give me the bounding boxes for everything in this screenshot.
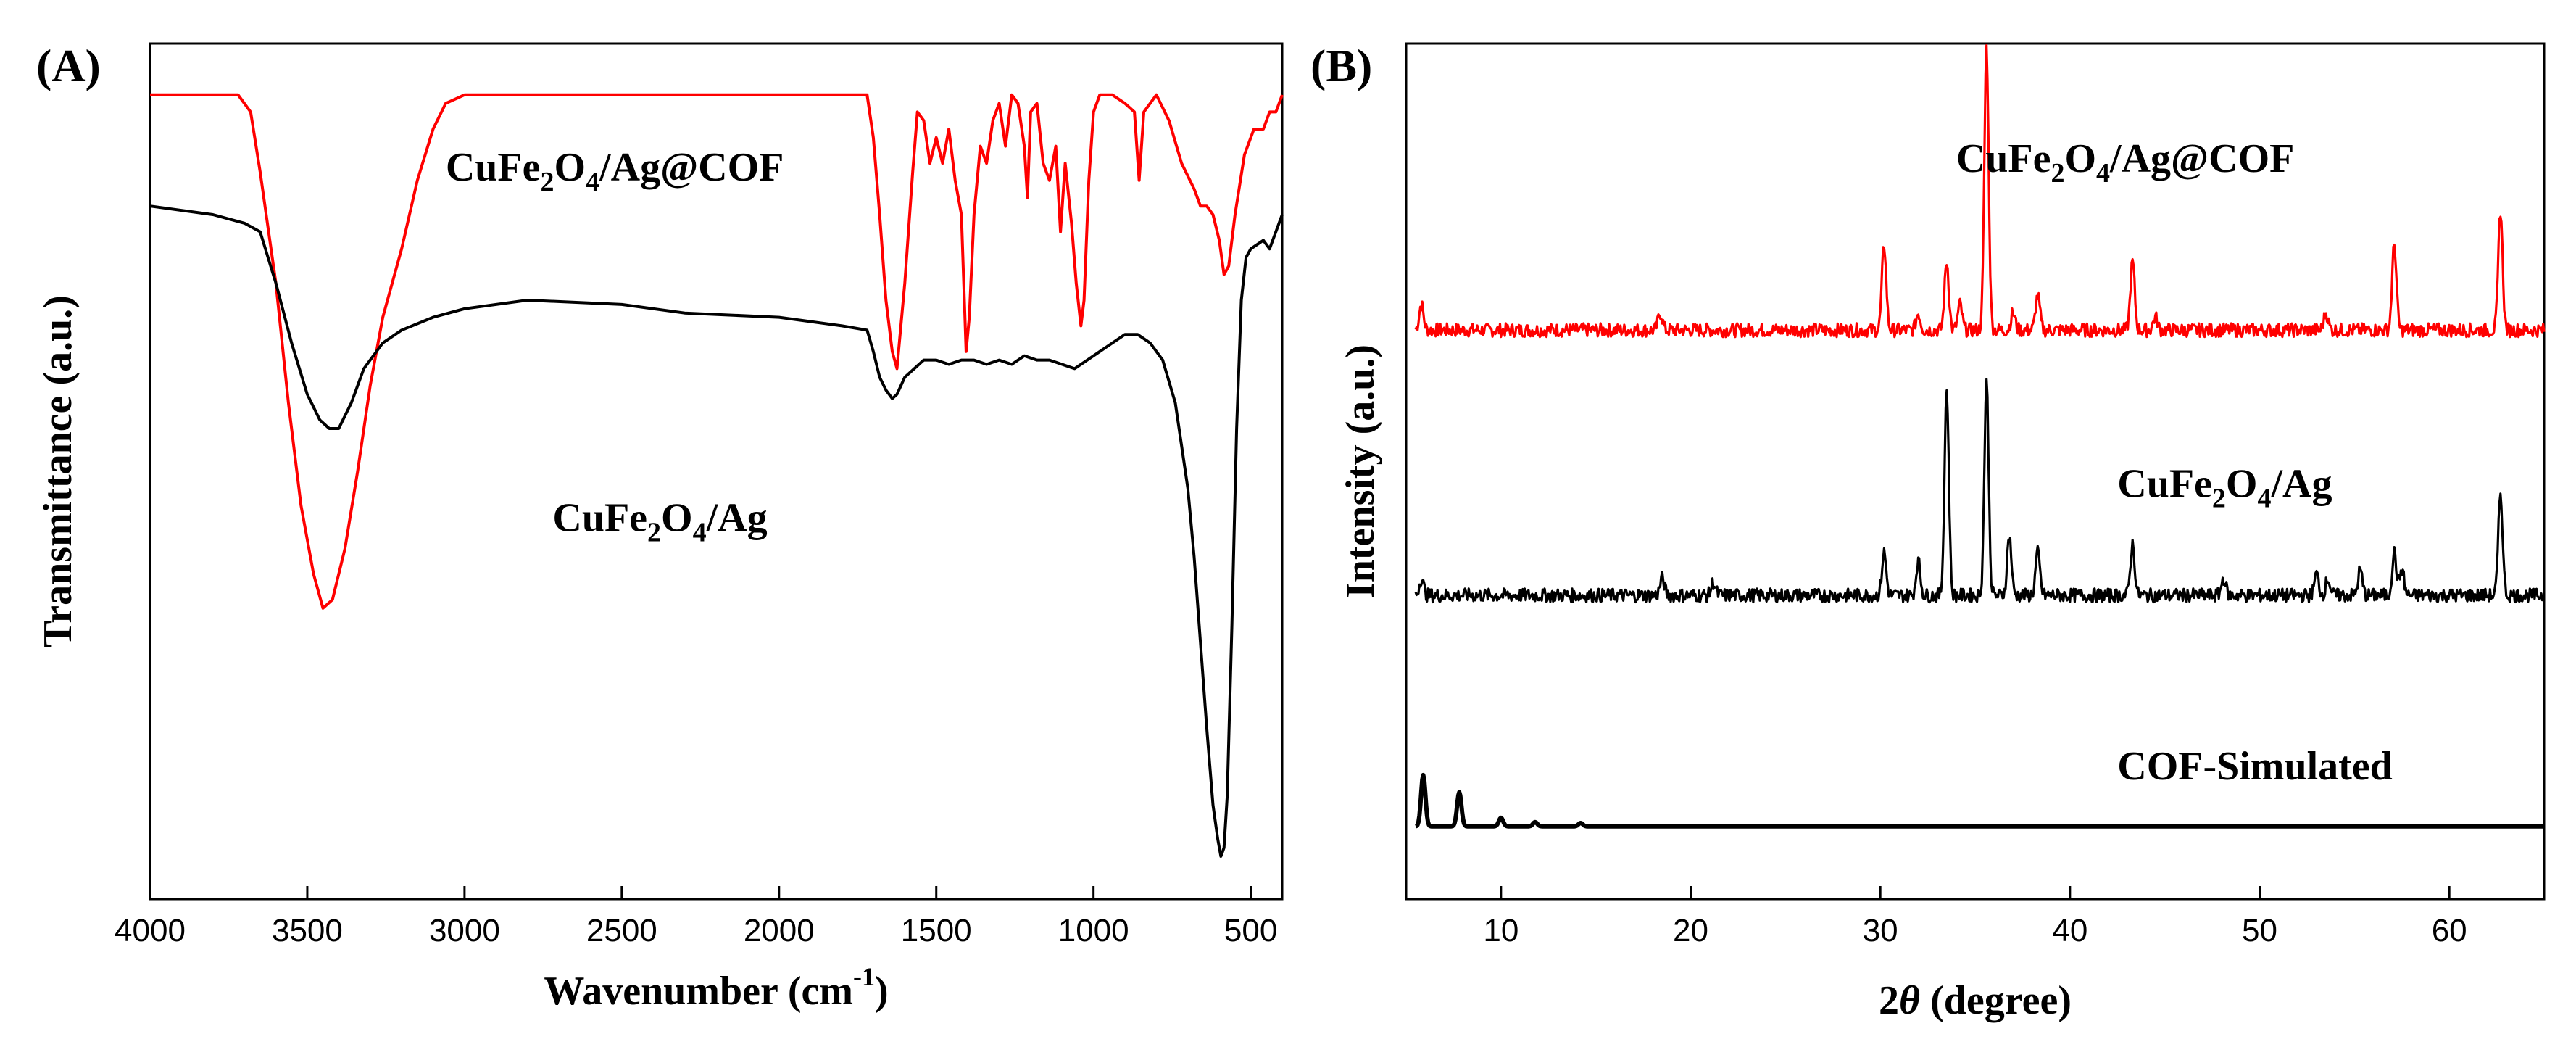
panel-a-series-label-tail: /Ag [706,496,768,541]
panel-b-y-axis-title: Intensity (a.u.) [1338,344,1383,598]
panel-a-series-line-ag [149,204,1284,858]
panel-b-label: (B) [1310,40,1372,91]
panel-a-x-tick-label: 4000 [115,913,186,948]
panel-b-series-label: COF-Simulated [2117,744,2393,789]
panel-b-x-tick-label: 60 [2432,913,2467,948]
panel-b-series-group [1414,44,2546,829]
panel-a-plot-frame [149,42,1284,901]
panel-b: (B) 10 20 30 40 50 60 2θ (degree) Intensity (… [1310,40,2546,1023]
panel-b-x-axis-title-number: 2 [1879,978,1899,1023]
panel-a-x-tick-label: 500 [1224,913,1277,948]
panel-a-x-tick-label: 1000 [1058,913,1129,948]
panel-b-series-label-base: CuFe [2117,461,2212,506]
panel-a-x-tick-label: 1500 [901,913,972,948]
panel-b-series-label-sub2: 4 [2257,483,2271,513]
panel-b-series-line-cof-simulated [1414,772,2546,829]
panel-b-series-label-mid: O [2064,136,2096,181]
panel-a-x-ticks [149,886,1252,899]
panel-a-x-tick-label: 3500 [272,913,343,948]
panel-a-y-axis-title: Transmittance (a.u.) [36,295,80,648]
panel-b-x-tick-label: 40 [2052,913,2087,948]
panel-a-series-label-sub1: 2 [541,167,554,197]
panel-b-series-label-sub1: 2 [2051,158,2064,189]
panel-a-series-label-tail: /Ag@COF [599,145,784,190]
panel-b-x-tick-label: 20 [1673,913,1708,948]
panel-a-series-label-sub2: 4 [586,167,599,197]
panel-b-series-label-sub1: 2 [2212,483,2226,513]
panel-b-x-tick-label: 10 [1483,913,1518,948]
panel-b-plot-frame [1405,42,2546,901]
panel-b-series-line-ag [1414,378,2546,604]
panel-a-series-label-sub1: 2 [647,518,661,548]
panel-b-x-axis-title-theta: θ [1899,978,1920,1023]
panel-a-series-label-base: CuFe [552,496,647,541]
panel-a-x-tick-labels: 4000 3500 3000 2500 2000 1500 1000 500 [115,913,1277,948]
panel-b-x-tick-label: 30 [1863,913,1898,948]
panel-a-x-axis-title-main: Wavenumber (cm [544,969,853,1014]
panel-b-x-tick-labels: 10 20 30 40 50 60 [1483,913,2467,948]
panel-a-x-axis-title-superscript: -1 [853,962,875,991]
panel-b-series-label: CuFe2O4/Ag@COF [1956,136,2295,189]
panel-a-x-axis-title-close: ) [875,969,889,1014]
panel-a-series-label: CuFe2O4/Ag [552,496,767,548]
panel-a-series-label: CuFe2O4/Ag@COF [446,145,784,197]
panel-b-x-tick-label: 50 [2242,913,2277,948]
panel-b-series-label-sub2: 4 [2096,158,2110,189]
panel-a-x-tick-label: 2500 [586,913,657,948]
panel-a-x-tick-label: 2000 [744,913,815,948]
panel-b-series-label-tail: /Ag@COF [2109,136,2294,181]
panel-b-series-label-tail: /Ag [2270,461,2332,506]
panel-b-series-label-base: CuFe [1956,136,2051,181]
panel-a-series-label-base: CuFe [446,145,541,190]
panel-b-x-axis-title: 2θ (degree) [1879,978,2072,1023]
panel-a: (A) 4000 3500 3000 2500 2000 1500 1000 500 Wave… [36,40,1284,1014]
panel-b-series-label: CuFe2O4/Ag [2117,461,2332,513]
panel-b-x-ticks [1500,886,2451,899]
panel-a-series-line-ag-cof [150,93,1284,610]
panel-b-series-label-mid: O [2226,461,2258,506]
panel-a-x-tick-label: 3000 [429,913,500,948]
panel-b-x-axis-title-unit: (degree) [1920,978,2072,1023]
panel-a-series-label-sub2: 4 [693,518,707,548]
panel-a-series-group [149,93,1284,858]
panel-a-series-label-mid: O [661,496,693,541]
panel-a-x-axis-title: Wavenumber (cm-1) [544,962,888,1014]
panel-b-series-line-ag-cof [1414,44,2546,339]
panel-a-series-label-mid: O [554,145,586,190]
panel-a-label: (A) [36,40,101,91]
